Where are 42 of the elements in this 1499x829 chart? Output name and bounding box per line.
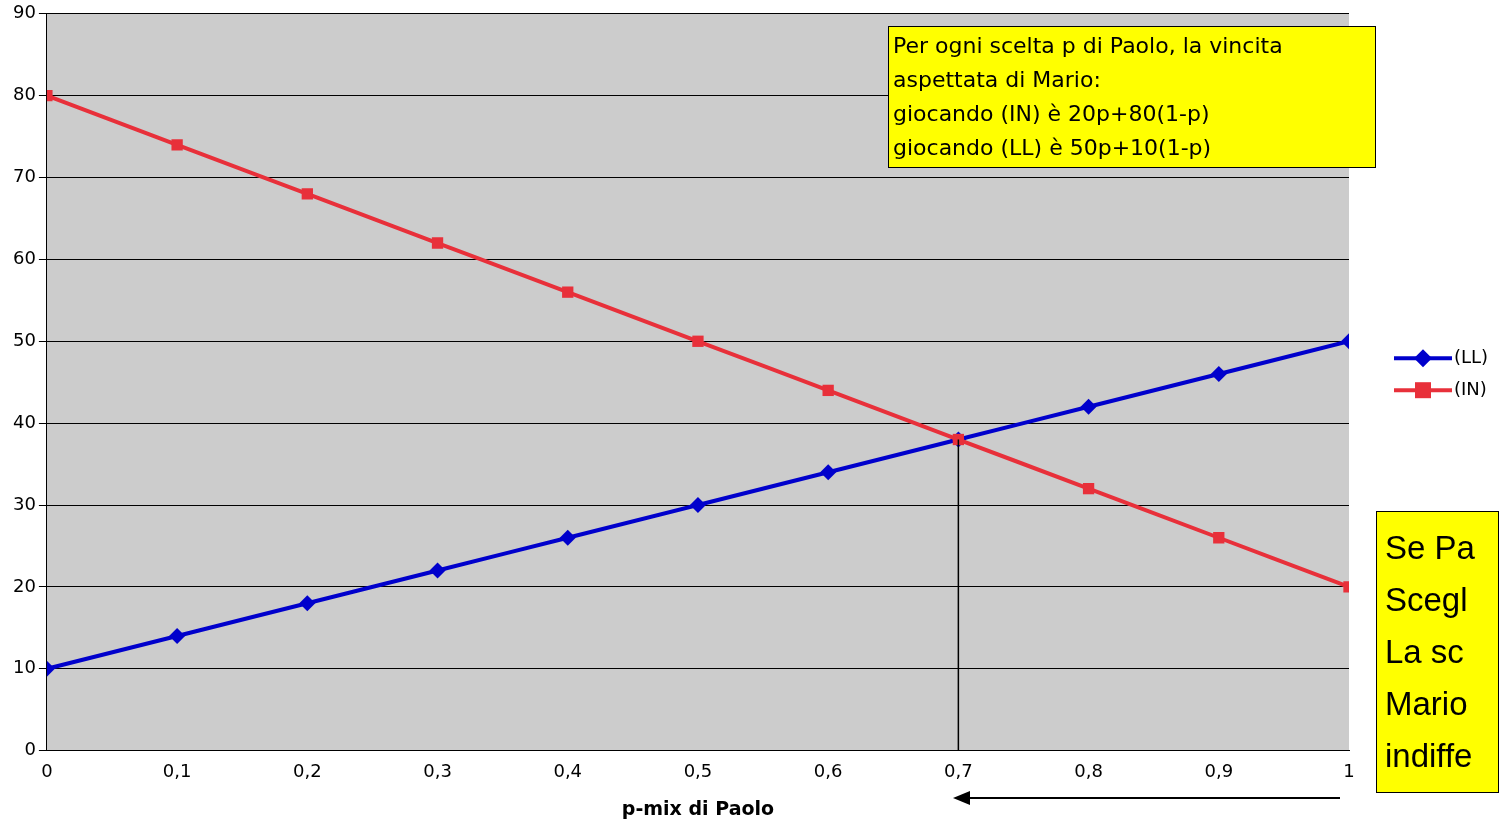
point — [169, 627, 186, 644]
legend-label: (IN) — [1454, 377, 1487, 399]
x-tick-label: 1 — [1343, 760, 1355, 782]
y-tick-label: 10 — [13, 656, 36, 678]
y-tick-label: 80 — [13, 83, 36, 105]
point — [562, 286, 574, 298]
y-tick-label: 60 — [13, 247, 36, 269]
point — [1213, 532, 1225, 544]
y-tick-label: 50 — [13, 328, 36, 350]
y-tick-label: 40 — [13, 410, 36, 432]
x-tick-label: 0,7 — [944, 760, 973, 782]
x-tick-label: 0,3 — [423, 760, 452, 782]
point — [692, 335, 704, 347]
x-tick-label: 0,2 — [293, 760, 322, 782]
callout-box: Per ogni scelta p di Paolo, la vincita aspettata di Mario: giocando (IN) è 20p+80(1-p) giocando (LL) è 50p+10(1-p) — [888, 26, 1376, 168]
y-tick-label: 90 — [13, 1, 36, 23]
point — [689, 497, 706, 513]
x-axis-title: p-mix di Paolo — [621, 796, 775, 819]
point — [171, 139, 183, 151]
point — [299, 595, 316, 612]
y-tick-label: 30 — [13, 492, 36, 514]
callout-box: Se Pa Scegl La sc Mario indiffe — [1376, 511, 1499, 793]
x-tick-label: 0 — [41, 760, 53, 782]
point — [820, 464, 837, 481]
x-tick-label: 0,6 — [813, 760, 843, 782]
point — [822, 384, 834, 397]
point — [559, 529, 576, 546]
point — [431, 237, 444, 249]
x-tick-label: 0,5 — [683, 760, 713, 782]
legend-label: (LL) — [1454, 345, 1489, 367]
y-tick-label: 70 — [13, 165, 36, 187]
point — [1210, 366, 1227, 383]
point — [1082, 482, 1095, 495]
point — [301, 188, 313, 200]
y-tick-label: 20 — [13, 574, 36, 596]
y-tick-label: 0 — [24, 738, 36, 760]
x-tick-label: 0,4 — [553, 760, 583, 782]
x-tick-label: 0,8 — [1074, 760, 1103, 782]
x-tick-label: 0,9 — [1204, 760, 1234, 782]
point — [429, 562, 446, 579]
x-tick-label: 0,1 — [162, 760, 192, 782]
point — [1080, 398, 1097, 415]
